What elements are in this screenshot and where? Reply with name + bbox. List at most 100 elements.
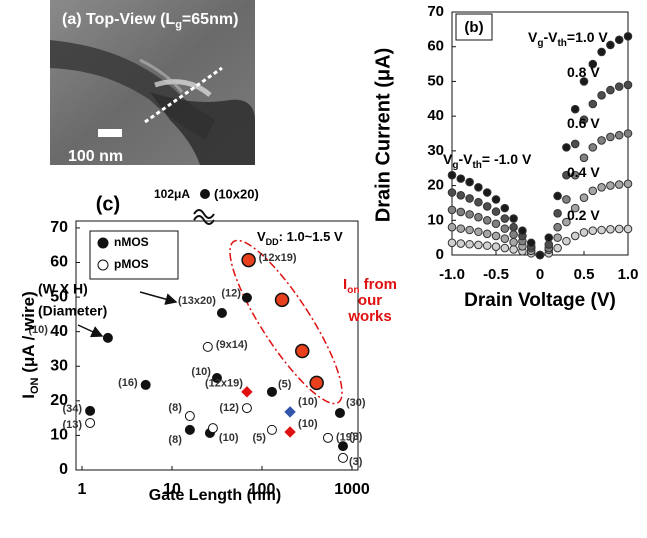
y-tick-label: 0 — [436, 246, 444, 263]
x-tick-label: -0.5 — [483, 266, 509, 283]
text-part: =1.0 V — [567, 29, 609, 45]
x-tick-label: 1000 — [334, 481, 370, 498]
data-point — [86, 406, 95, 415]
text-part: our — [358, 292, 382, 309]
data-point — [589, 100, 597, 108]
y-tick-label: 70 — [427, 3, 444, 20]
point-label: (16) — [118, 377, 138, 389]
data-point — [338, 453, 347, 462]
data-point — [475, 184, 483, 192]
data-point — [457, 240, 465, 248]
data-point — [242, 404, 251, 413]
y-tick-label: 40 — [427, 107, 444, 124]
data-point — [510, 223, 518, 231]
data-point — [554, 244, 562, 252]
x-tick-label: 1.0 — [618, 266, 639, 283]
x-tick-label: 0.5 — [574, 266, 595, 283]
offscale-value: 102μA — [154, 187, 190, 201]
wxh-note: (W X H) — [38, 281, 88, 297]
data-point — [448, 171, 456, 179]
data-point — [554, 223, 562, 231]
offscale-label: (10x20) — [214, 186, 259, 201]
data-point — [510, 238, 518, 246]
data-point — [86, 418, 95, 427]
point-label: (10) — [298, 396, 318, 408]
text-part: 0.6 V — [567, 115, 600, 131]
annotation-arrow — [78, 325, 102, 336]
data-point — [598, 137, 606, 145]
y-tick-label: 60 — [50, 254, 68, 271]
data-point — [492, 220, 500, 228]
curve-label: Vg-Vth=1.0 V — [528, 29, 608, 49]
diameter-note: (Diameter) — [38, 303, 107, 319]
curve-label: Vg-Vth= -1.0 V — [443, 151, 532, 171]
data-point — [563, 196, 571, 204]
y-axis-title: Drain Current (μA) — [372, 48, 394, 222]
diamond-point — [285, 427, 295, 437]
data-point — [466, 211, 474, 219]
y-tick-label: 30 — [427, 142, 444, 159]
data-point — [483, 230, 491, 238]
data-point — [615, 225, 623, 233]
data-point — [589, 144, 597, 152]
data-point — [554, 210, 562, 218]
curve-label: 0.2 V — [567, 207, 600, 223]
data-point — [448, 189, 456, 197]
legend-marker — [98, 260, 108, 270]
subscript: ON — [29, 377, 41, 394]
text-part: works — [347, 308, 391, 325]
x-tick-label: 0 — [536, 266, 544, 283]
figure: (a) Top-View (Lg=65nm)100 nm010203040506… — [0, 0, 647, 538]
data-point — [466, 178, 474, 186]
data-point — [217, 308, 226, 317]
data-point — [475, 241, 483, 249]
point-label: (10) — [298, 418, 318, 430]
subscript: g — [175, 19, 182, 31]
text-part: =65nm) — [182, 11, 238, 28]
y-tick-label: 20 — [427, 177, 444, 194]
data-point — [492, 243, 500, 251]
text-part: (μA / wire) — [19, 291, 38, 377]
data-point — [615, 36, 623, 44]
scale-bar-label: 100 nm — [68, 148, 123, 165]
data-point — [242, 254, 255, 267]
panel-title: (a) Top-View (Lg=65nm) — [62, 11, 238, 31]
data-point — [607, 86, 615, 94]
data-point — [510, 246, 518, 254]
data-point — [483, 216, 491, 224]
data-point — [185, 425, 194, 434]
curve-label: 0.4 V — [567, 164, 600, 180]
legend-label: pMOS — [114, 257, 149, 271]
data-point — [580, 194, 588, 202]
x-tick-label: -1.0 — [439, 266, 465, 283]
y-tick-label: 60 — [427, 38, 444, 55]
data-point — [242, 293, 251, 302]
data-point — [483, 242, 491, 250]
text-part: from — [359, 276, 397, 293]
legend-label: nMOS — [114, 235, 149, 249]
data-point — [267, 387, 276, 396]
data-point — [580, 229, 588, 237]
data-point — [276, 293, 289, 306]
point-label: (12x19) — [259, 252, 297, 264]
point-label: (9x14) — [216, 339, 248, 351]
data-point — [598, 184, 606, 192]
data-point — [624, 130, 632, 138]
data-point — [624, 180, 632, 188]
data-point — [492, 232, 500, 240]
x-axis-title: Drain Voltage (V) — [464, 290, 616, 311]
offscale-marker — [200, 189, 210, 199]
data-point — [571, 105, 579, 113]
y-tick-label: 50 — [427, 72, 444, 89]
data-point — [607, 182, 615, 190]
data-point — [598, 226, 606, 234]
data-point — [448, 239, 456, 247]
text-part: (a) Top-View (L — [62, 11, 175, 28]
legend-marker — [98, 238, 108, 248]
data-point — [457, 208, 465, 216]
data-point — [554, 192, 562, 200]
data-point — [296, 345, 309, 358]
point-label: (5) — [252, 432, 266, 444]
scale-bar — [98, 129, 122, 137]
text-part: 0.4 V — [567, 164, 600, 180]
